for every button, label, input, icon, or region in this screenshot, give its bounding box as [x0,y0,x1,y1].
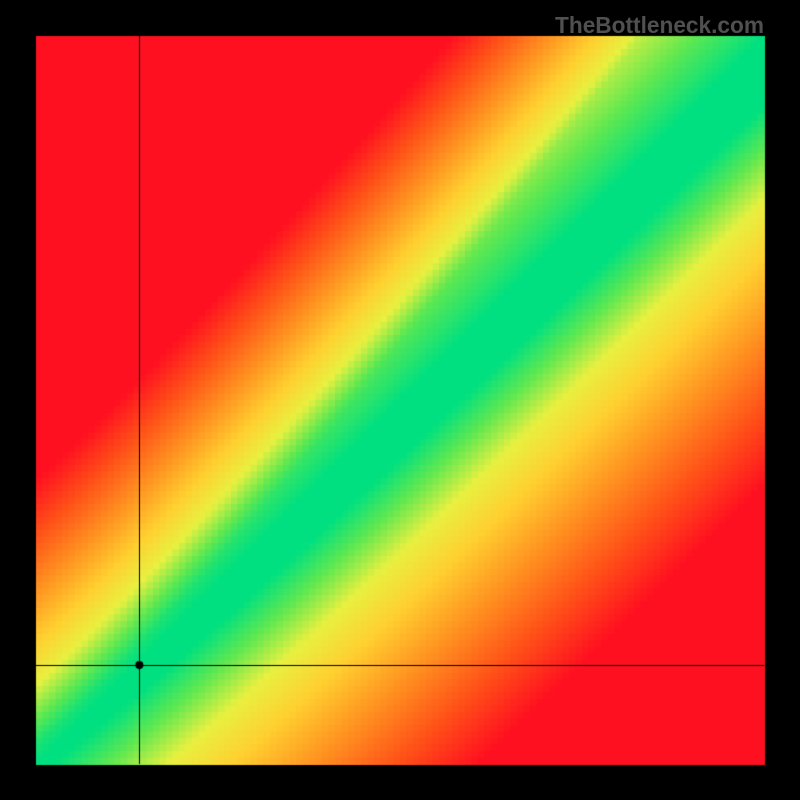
bottleneck-heatmap-canvas [0,0,800,800]
attribution-text: TheBottleneck.com [555,12,764,39]
chart-container: TheBottleneck.com [0,0,800,800]
